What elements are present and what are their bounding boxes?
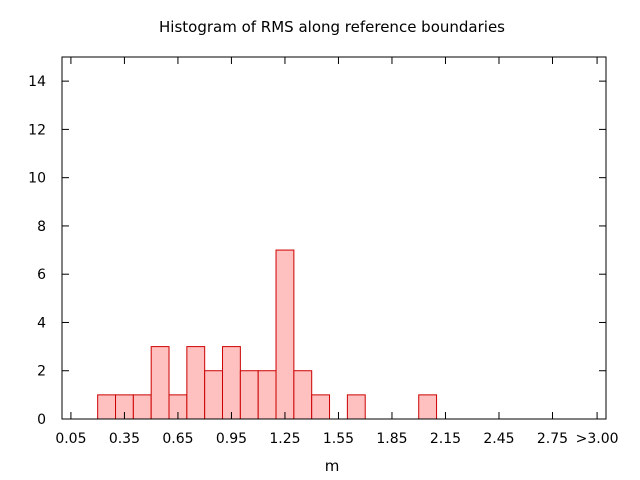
x-tick-label: 1.55 — [323, 431, 354, 447]
chart-title: Histogram of RMS along reference boundar… — [159, 18, 505, 36]
y-tick-label: 14 — [28, 74, 46, 90]
x-tick-label: 0.65 — [162, 431, 193, 447]
y-tick-labels: 0 2 4 6 8 10 12 14 — [28, 74, 46, 428]
x-tick-label: >3.00 — [576, 431, 619, 447]
histogram-bar — [97, 394, 117, 420]
x-tick-labels: 0.05 0.35 0.65 0.95 1.25 1.55 1.85 2.15 2.45 2.75… — [55, 431, 618, 447]
y-tick-label: 2 — [37, 364, 46, 380]
x-tick-label: 2.45 — [483, 431, 514, 447]
y-tick-label: 4 — [37, 315, 46, 331]
histogram-bar — [239, 370, 259, 420]
histogram-bar — [257, 370, 277, 420]
histogram-bar — [275, 249, 295, 420]
histogram-bar — [311, 394, 331, 420]
x-tick-label: 2.15 — [430, 431, 461, 447]
x-tick-label: 2.75 — [537, 431, 568, 447]
histogram-bar — [293, 370, 313, 420]
histogram-bar — [222, 346, 241, 420]
x-tick-label: 0.35 — [109, 431, 140, 447]
histogram-bar — [418, 394, 438, 420]
y-tick-label: 8 — [37, 219, 46, 235]
plot-frame — [61, 56, 607, 420]
histogram-bar — [346, 394, 366, 420]
x-tick-label: 1.25 — [269, 431, 300, 447]
histogram-bar — [186, 346, 206, 420]
histogram-bar — [150, 346, 170, 420]
x-axis-label: m — [325, 457, 340, 475]
y-tick-label: 0 — [37, 412, 46, 428]
histogram-bar — [204, 370, 224, 420]
x-tick-label: 0.95 — [216, 431, 247, 447]
histogram-bar — [132, 394, 152, 420]
x-tick-label: 1.85 — [376, 431, 407, 447]
ticks-group — [62, 57, 606, 420]
y-tick-label: 12 — [28, 122, 46, 138]
y-tick-label: 6 — [37, 267, 46, 283]
bars-group — [97, 249, 438, 420]
y-tick-label: 10 — [28, 171, 46, 187]
x-tick-label: 0.05 — [55, 431, 86, 447]
